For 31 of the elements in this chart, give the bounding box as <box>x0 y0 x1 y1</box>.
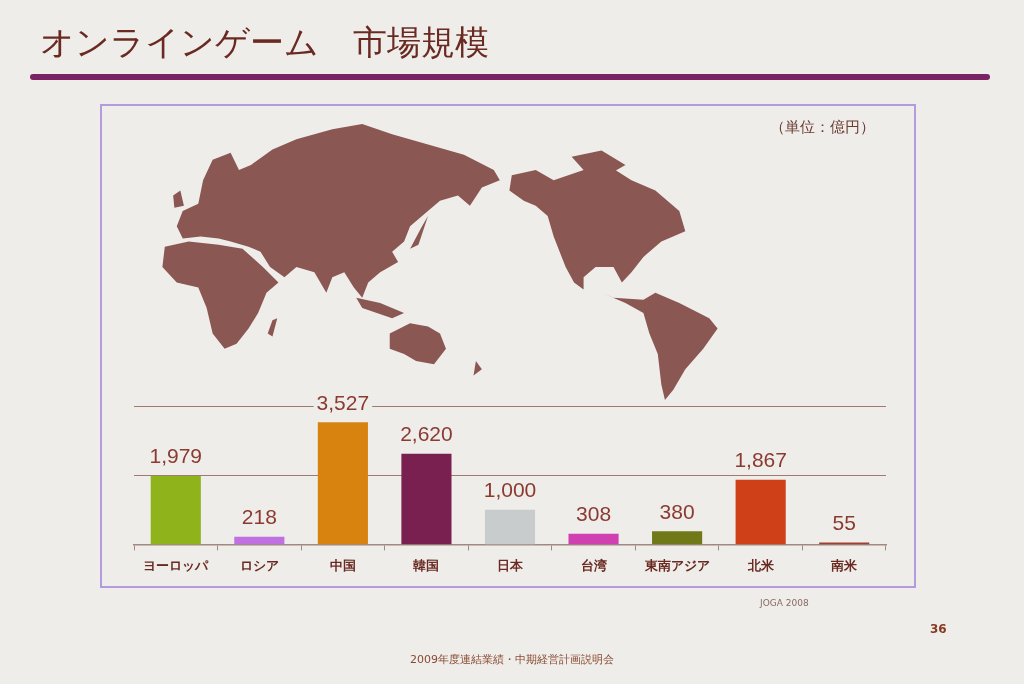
data-label: 218 <box>241 505 277 529</box>
bar <box>401 453 452 545</box>
x-tick-label: 東南アジア <box>643 557 710 573</box>
x-tick-label: 南米 <box>830 557 859 573</box>
data-label: 55 <box>832 510 856 534</box>
x-tick-label: 北米 <box>746 557 775 573</box>
data-label: 2,620 <box>400 422 453 446</box>
data-label: 1,979 <box>149 444 203 468</box>
x-tick-label: 日本 <box>497 557 524 573</box>
bar <box>568 533 619 545</box>
x-tick-label: 韓国 <box>413 557 440 573</box>
x-tick-label: ロシア <box>239 557 279 573</box>
text: 36 <box>930 622 947 636</box>
bar <box>484 509 536 545</box>
data-label: 1,867 <box>734 448 787 472</box>
bar <box>652 531 703 545</box>
bar <box>150 475 201 545</box>
data-label: 380 <box>659 499 695 523</box>
chart-title: オンラインゲーム 市場規模 <box>40 21 489 64</box>
bar <box>317 422 368 545</box>
x-tick-label: 中国 <box>329 557 356 573</box>
data-label: 308 <box>576 502 612 526</box>
data-label: 3,527 <box>316 390 370 414</box>
x-tick-label: 台湾 <box>580 557 607 573</box>
data-label: 1,000 <box>483 478 537 502</box>
text: （単位：億円） <box>770 118 875 137</box>
bar <box>735 479 786 545</box>
x-tick-label: ヨーロッパ <box>143 557 210 573</box>
text: 2009年度連結業績・中期経営計画説明会 <box>409 652 615 667</box>
text: JOGA 2008 <box>760 598 809 608</box>
bar <box>234 536 285 545</box>
